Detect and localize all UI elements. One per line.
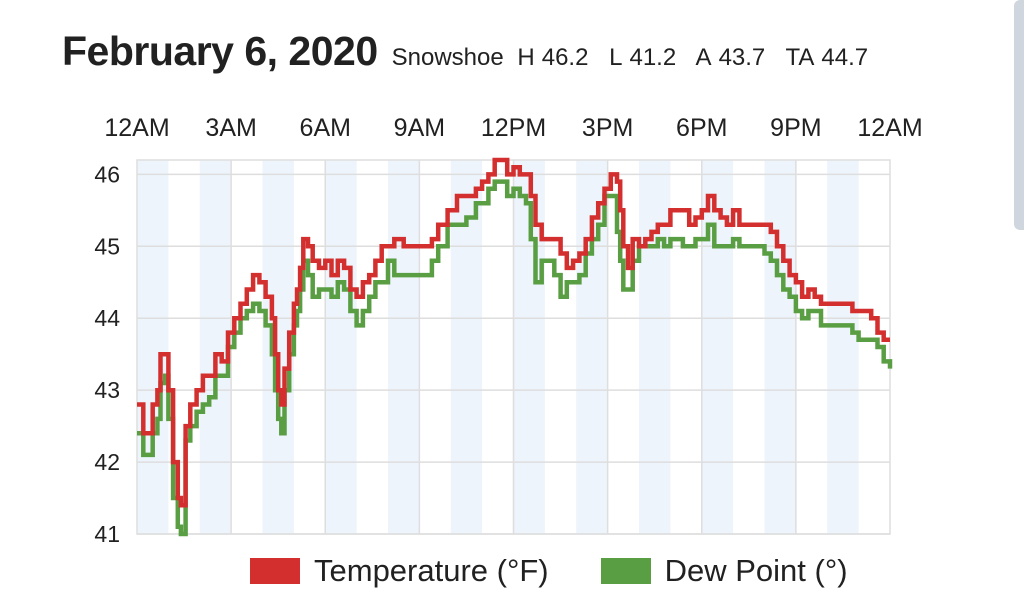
hour-band [764, 160, 796, 534]
scroll-edge [1014, 0, 1024, 230]
weather-line-chart[interactable]: 41 42 43 44 45 46 12AM 3AM 6AM 9AM 12PM 3PM 6PM 9PM 12… [0, 0, 1024, 555]
x-tick-label: 3PM [582, 114, 633, 142]
stat-average-value: 43.7 [718, 44, 766, 71]
hour-band [639, 160, 671, 534]
location-name: Snowshoe [391, 44, 504, 71]
temperature-line [137, 157, 890, 508]
x-tick-label: 9AM [394, 114, 445, 142]
y-tick-label: 43 [94, 377, 120, 403]
x-tick-label: 12AM [857, 114, 922, 142]
stat-ta-label: TA [785, 44, 815, 71]
legend-label-dew-point: Dew Point (°) [664, 553, 848, 588]
x-tick-label: 6AM [300, 114, 351, 142]
stat-low-value: 41.2 [629, 44, 677, 71]
stat-high: H 46.2 [517, 44, 595, 71]
x-tick-label: 12PM [481, 114, 546, 142]
x-tick-label: 3AM [205, 114, 256, 142]
stat-high-label: H [517, 44, 535, 71]
stat-ta-value: 44.7 [821, 44, 869, 71]
dew-point-line [137, 179, 893, 537]
plot-frame [136, 159, 891, 535]
y-tick-label: 45 [94, 233, 120, 259]
y-tick-label: 46 [94, 161, 120, 187]
hour-band [827, 160, 859, 534]
x-tick-label: 6PM [676, 114, 727, 142]
y-tick-label: 41 [94, 521, 120, 547]
x-tick-label: 9PM [770, 114, 821, 142]
stat-high-value: 46.2 [541, 44, 589, 71]
y-tick-label: 42 [94, 449, 120, 475]
daily-summary: Snowshoe H 46.2 L 41.2 A 43.7 TA 44.7 [392, 44, 882, 72]
dew-point-swatch [600, 558, 651, 584]
x-tick-label: 12AM [104, 114, 169, 142]
stat-low-label: L [609, 44, 623, 71]
legend-item-dew-point[interactable]: Dew Point (°) [600, 553, 848, 589]
hour-band [137, 160, 169, 534]
hour-band [388, 160, 420, 534]
stat-average: A 43.7 [696, 44, 773, 71]
legend-item-temperature[interactable]: Temperature (°F) [250, 553, 549, 589]
y-tick-label: 44 [94, 305, 120, 331]
stat-ta: TA 44.7 [786, 44, 876, 71]
chart-legend: Temperature (°F) Dew Point (°) [250, 552, 900, 590]
stat-average-label: A [695, 44, 712, 71]
hour-band [325, 160, 357, 534]
page-title: February 6, 2020 [62, 28, 378, 74]
stat-low: L 41.2 [609, 44, 683, 71]
temperature-swatch [250, 558, 300, 584]
legend-label-temperature: Temperature (°F) [314, 553, 549, 588]
